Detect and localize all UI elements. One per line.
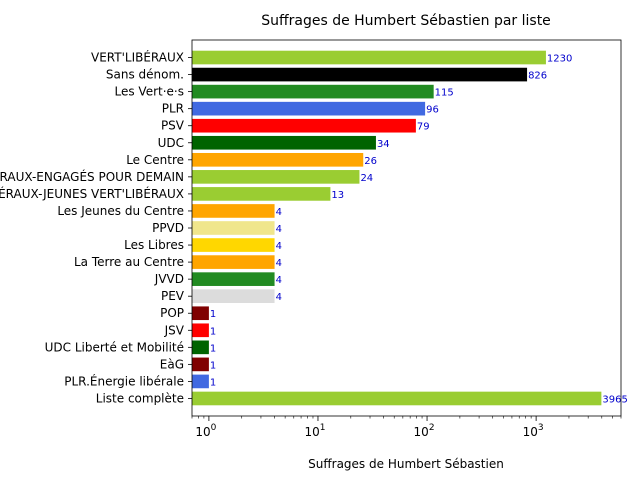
y-tick-label: VAUD LIBÉRAUX-ENGAGÉS POUR DEMAIN bbox=[0, 169, 184, 184]
y-tick-label: PLR.Énergie libérale bbox=[64, 373, 184, 388]
x-tick-label: 102 bbox=[414, 423, 435, 439]
bar bbox=[192, 272, 275, 286]
y-tick-label: EàG bbox=[160, 357, 184, 371]
data-label: 4 bbox=[276, 241, 282, 252]
data-label: 26 bbox=[364, 156, 377, 167]
y-tick-label: VAUD LIBÉRAUX-JEUNES VERT'LIBÉRAUX bbox=[0, 186, 184, 201]
bar bbox=[192, 238, 275, 252]
y-tick-label: La Terre au Centre bbox=[74, 255, 184, 269]
axes-frame bbox=[191, 39, 622, 417]
y-tick-label: Les Jeunes du Centre bbox=[57, 204, 184, 218]
bar bbox=[192, 204, 275, 218]
data-label: 24 bbox=[360, 173, 373, 184]
y-tick-label: VERT'LIBÉRAUX bbox=[91, 50, 184, 65]
data-label: 1 bbox=[210, 377, 216, 388]
chart-title: Suffrages de Humbert Sébastien par liste bbox=[261, 13, 551, 29]
data-label: 4 bbox=[276, 292, 282, 303]
data-label: 115 bbox=[435, 88, 454, 99]
bar bbox=[192, 255, 275, 269]
bar bbox=[192, 187, 331, 201]
y-tick-label: UDC Liberté et Mobilité bbox=[45, 340, 184, 354]
y-tick-label: Les Libres bbox=[124, 238, 184, 252]
bar bbox=[192, 152, 364, 167]
y-tick-labels: VERT'LIBÉRAUX Sans dénom. Les Vert·e·s PLR P… bbox=[0, 50, 192, 405]
data-label: 1 bbox=[210, 343, 216, 354]
bar bbox=[192, 101, 426, 116]
bar bbox=[192, 374, 209, 389]
y-tick-label: PSV bbox=[161, 119, 185, 133]
x-axis-title: Suffrages de Humbert Sébastien bbox=[308, 457, 504, 471]
bar bbox=[192, 357, 209, 372]
data-label: 1230 bbox=[547, 54, 572, 65]
y-tick-label: Liste complète bbox=[96, 391, 184, 405]
data-label: 1 bbox=[210, 326, 216, 337]
data-label: 79 bbox=[417, 122, 430, 133]
bars-layer bbox=[192, 50, 602, 406]
x-axis-ticks: 100 101 102 103 bbox=[191, 416, 622, 439]
y-tick-label: JSV bbox=[164, 323, 185, 337]
y-tick-label: POP bbox=[160, 306, 184, 320]
data-label: 4 bbox=[276, 207, 282, 218]
data-label: 1 bbox=[210, 360, 216, 371]
y-tick-label: UDC bbox=[158, 136, 184, 150]
x-tick-label: 100 bbox=[195, 423, 216, 439]
data-label: 3965 bbox=[602, 394, 627, 405]
y-tick-label: Le Centre bbox=[126, 153, 184, 167]
y-tick-label: Sans dénom. bbox=[106, 68, 184, 82]
x-tick-label: 101 bbox=[304, 423, 325, 439]
bar bbox=[192, 391, 602, 406]
data-label: 13 bbox=[331, 190, 344, 201]
bar bbox=[192, 340, 209, 355]
bar bbox=[192, 118, 416, 133]
data-label: 34 bbox=[377, 139, 390, 150]
bar bbox=[192, 221, 275, 235]
bar bbox=[192, 84, 434, 99]
x-tick-label: 103 bbox=[523, 423, 544, 439]
y-tick-label: Les Vert·e·s bbox=[115, 85, 185, 99]
data-label: 4 bbox=[276, 224, 282, 235]
bar bbox=[192, 67, 528, 82]
y-tick-label: JVVD bbox=[154, 272, 184, 286]
y-tick-label: PLR bbox=[162, 102, 184, 116]
bar bbox=[192, 170, 360, 184]
bar bbox=[192, 289, 275, 304]
plot-frame bbox=[191, 39, 622, 417]
y-tick-label: PPVD bbox=[152, 221, 184, 235]
bar bbox=[192, 323, 209, 338]
y-tick-label: PEV bbox=[161, 289, 185, 303]
data-label: 1 bbox=[210, 309, 216, 320]
data-label: 4 bbox=[276, 258, 282, 269]
data-label: 96 bbox=[426, 105, 439, 116]
data-label: 826 bbox=[528, 71, 547, 82]
data-label: 4 bbox=[276, 275, 282, 286]
bar bbox=[192, 50, 546, 65]
bar bbox=[192, 135, 376, 150]
bar bbox=[192, 306, 209, 321]
